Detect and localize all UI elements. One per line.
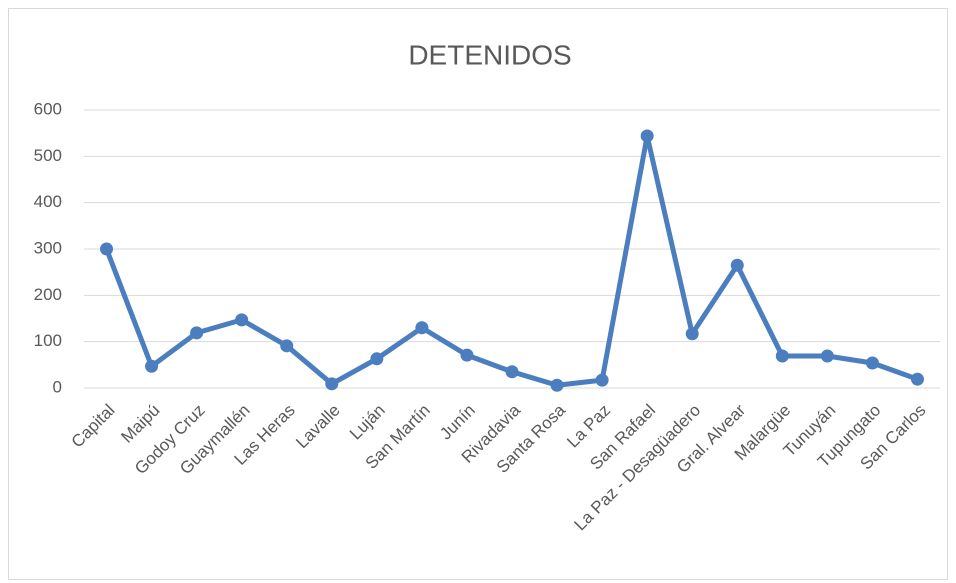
point (550, 378, 564, 392)
y-tick-label: 600 (34, 99, 62, 118)
point (190, 326, 204, 340)
point (730, 258, 744, 272)
point (325, 377, 339, 391)
y-tick-label: 100 (34, 331, 62, 350)
point (595, 373, 609, 387)
point (370, 352, 384, 366)
point (100, 242, 114, 256)
point (820, 349, 834, 363)
point (775, 349, 789, 363)
chart-title: DETENIDOS (408, 39, 571, 70)
point (235, 313, 249, 327)
y-tick-label: 300 (34, 238, 62, 257)
point (505, 365, 519, 379)
point (640, 129, 654, 143)
y-tick-label: 200 (34, 285, 62, 304)
y-tick-label: 400 (34, 192, 62, 211)
point (910, 372, 924, 386)
chart-frame (8, 8, 948, 580)
point (280, 339, 294, 353)
point (685, 327, 699, 341)
point (865, 356, 879, 370)
point (460, 348, 474, 362)
point (145, 359, 159, 373)
y-tick-label: 500 (34, 146, 62, 165)
point (415, 321, 429, 335)
y-tick-label: 0 (53, 377, 62, 396)
